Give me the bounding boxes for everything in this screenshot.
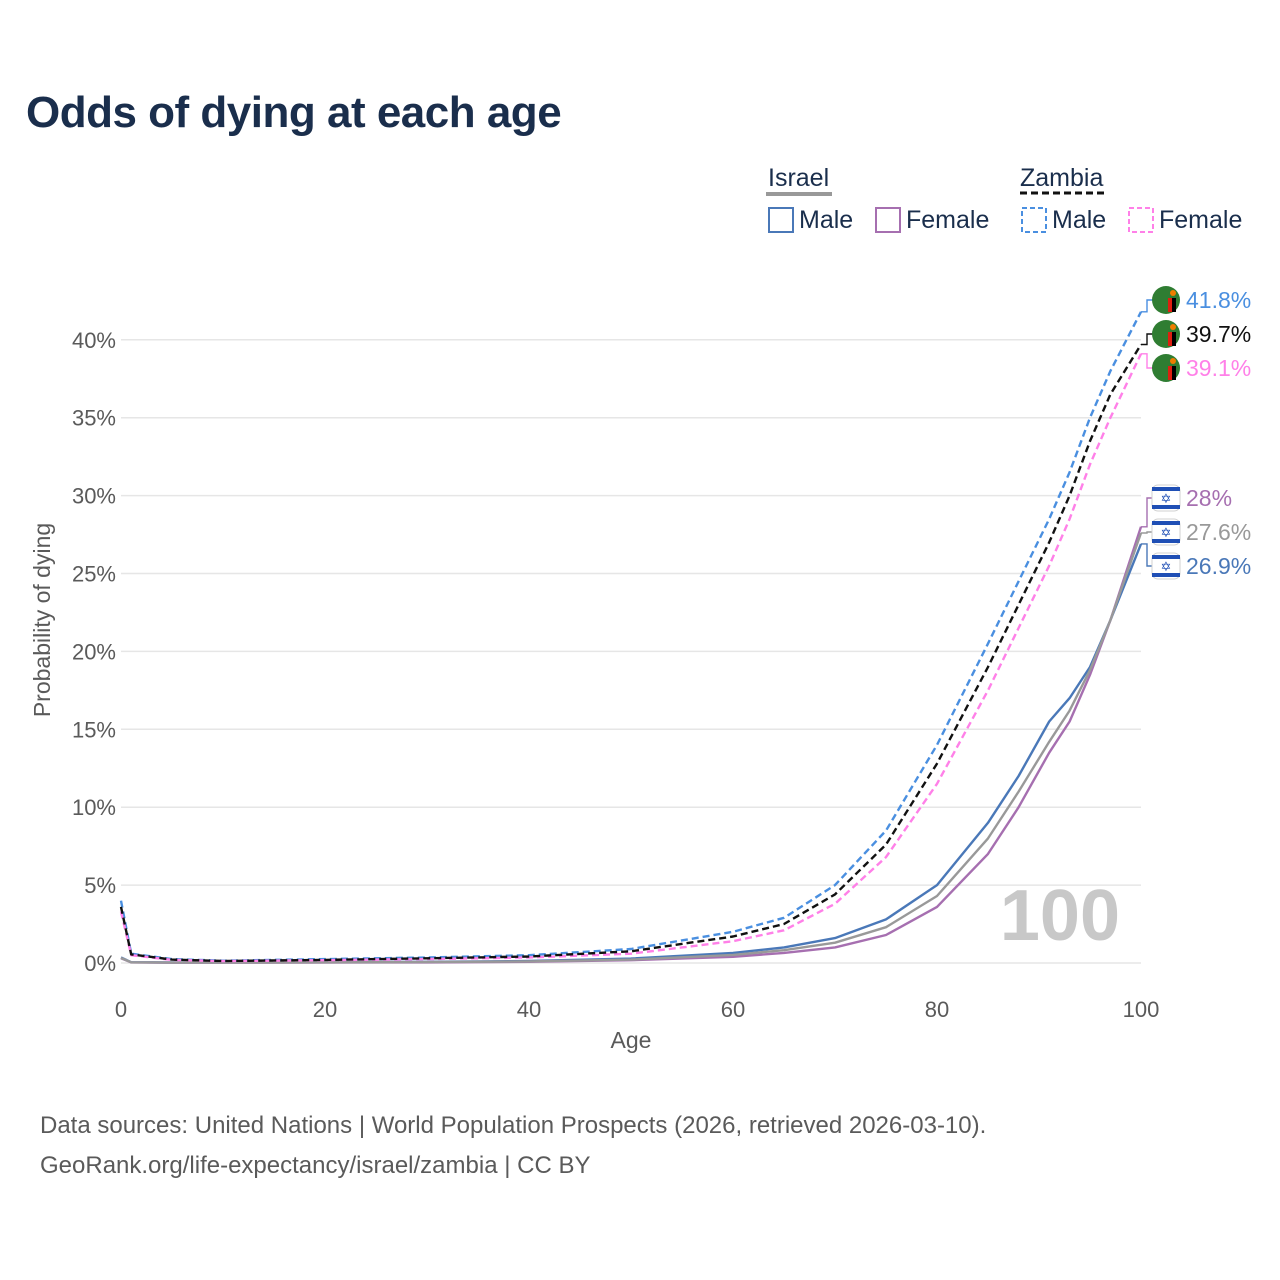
series-line-israel-female bbox=[120, 526, 1143, 964]
y-tick-label: 35% bbox=[72, 406, 116, 431]
legend-zambia-male-label: Male bbox=[1052, 206, 1106, 234]
end-labels: 41.8% 39.7% 39.1% ✡ 28% ✡ 27.6% ✡ 26.9% bbox=[1141, 286, 1251, 580]
y-tick-label: 10% bbox=[72, 795, 116, 820]
footer-sources: Data sources: United Nations | World Pop… bbox=[40, 1112, 987, 1139]
zambia-flag-eagle bbox=[1170, 358, 1176, 364]
israel-flag-icon bbox=[1151, 484, 1181, 512]
series-lines bbox=[119, 311, 1143, 964]
zambia-flag-eagle bbox=[1170, 324, 1176, 330]
leader-line bbox=[1141, 497, 1153, 528]
leader-line bbox=[1141, 333, 1153, 346]
zambia-flag-stripe bbox=[1172, 366, 1176, 380]
legend-israel-male-swatch bbox=[768, 207, 794, 233]
series-line-israel-total bbox=[120, 532, 1143, 964]
end-value-label: 39.1% bbox=[1186, 355, 1251, 381]
y-tick-label: 20% bbox=[72, 639, 116, 664]
israel-flag-stripe bbox=[1152, 487, 1180, 491]
leader-line bbox=[1141, 531, 1153, 534]
israel-flag-stripe bbox=[1152, 505, 1180, 509]
y-tick-label: 40% bbox=[72, 328, 116, 353]
israel-flag-stripe bbox=[1152, 521, 1180, 525]
x-tick-label: 60 bbox=[721, 997, 745, 1022]
series-line-zambia-male bbox=[119, 311, 1143, 962]
end-value-label: 26.9% bbox=[1186, 553, 1251, 579]
israel-flag-stripe bbox=[1152, 555, 1180, 559]
israel-flag-icon bbox=[1151, 518, 1181, 546]
star-of-david-icon: ✡ bbox=[1161, 491, 1172, 506]
grid-lines bbox=[121, 339, 1141, 964]
end-value-label: 27.6% bbox=[1186, 519, 1251, 545]
x-tick-label: 20 bbox=[313, 997, 337, 1022]
y-tick-label: 30% bbox=[72, 484, 116, 509]
zambia-flag-stripe bbox=[1168, 298, 1172, 312]
y-axis-label: Probability of dying bbox=[29, 523, 55, 717]
x-tick-label: 80 bbox=[925, 997, 949, 1022]
series-line-israel-male bbox=[120, 543, 1143, 964]
israel-flag-icon bbox=[1151, 552, 1181, 580]
star-of-david-icon: ✡ bbox=[1161, 525, 1172, 540]
x-tick-label: 40 bbox=[517, 997, 541, 1022]
star-of-david-icon: ✡ bbox=[1161, 559, 1172, 574]
israel-flag-stripe bbox=[1152, 573, 1180, 577]
leader-line bbox=[1141, 543, 1153, 567]
series-line-zambia-female bbox=[119, 353, 1143, 963]
legend: Israel Zambia Male Female Male Female bbox=[766, 164, 1242, 234]
legend-israel-female-label: Female bbox=[906, 206, 989, 234]
x-tick-label: 0 bbox=[115, 997, 127, 1022]
legend-israel-underline bbox=[766, 192, 832, 196]
legend-israel-label: Israel bbox=[768, 164, 829, 192]
end-value-label: 39.7% bbox=[1186, 321, 1251, 347]
chart-title: Odds of dying at each age bbox=[26, 88, 562, 137]
zambia-flag-stripe bbox=[1168, 366, 1172, 380]
legend-israel-male-label: Male bbox=[799, 206, 853, 234]
footer: Data sources: United Nations | World Pop… bbox=[40, 1106, 986, 1186]
israel-flag-stripe bbox=[1152, 539, 1180, 543]
y-tick-label: 15% bbox=[72, 717, 116, 742]
series-line-zambia-total bbox=[119, 343, 1143, 963]
legend-zambia-male-swatch bbox=[1021, 207, 1047, 233]
footer-link: GeoRank.org/life-expectancy/israel/zambi… bbox=[40, 1152, 591, 1179]
zambia-flag-stripe bbox=[1172, 332, 1176, 346]
age-watermark: 100 bbox=[1000, 876, 1120, 956]
legend-zambia-female-label: Female bbox=[1159, 206, 1242, 234]
legend-zambia-female-swatch bbox=[1128, 207, 1154, 233]
x-axis-ticks: 0 20 40 60 80 100 bbox=[115, 997, 1159, 1022]
zambia-flag-stripe bbox=[1168, 332, 1172, 346]
legend-zambia-label: Zambia bbox=[1020, 164, 1103, 192]
zambia-flag-stripe bbox=[1172, 298, 1176, 312]
y-axis-ticks: 0% 5% 10% 15% 20% 25% 30% 35% 40% bbox=[72, 328, 116, 976]
x-axis-label: Age bbox=[611, 1027, 652, 1053]
y-tick-label: 0% bbox=[84, 951, 116, 976]
end-value-label: 28% bbox=[1186, 485, 1232, 511]
leader-line bbox=[1141, 299, 1153, 313]
end-value-label: 41.8% bbox=[1186, 287, 1251, 313]
leader-line bbox=[1141, 353, 1153, 369]
x-tick-label: 100 bbox=[1123, 997, 1160, 1022]
y-tick-label: 5% bbox=[84, 873, 116, 898]
zambia-flag-eagle bbox=[1170, 290, 1176, 296]
y-tick-label: 25% bbox=[72, 562, 116, 587]
legend-israel-female-swatch bbox=[875, 207, 901, 233]
